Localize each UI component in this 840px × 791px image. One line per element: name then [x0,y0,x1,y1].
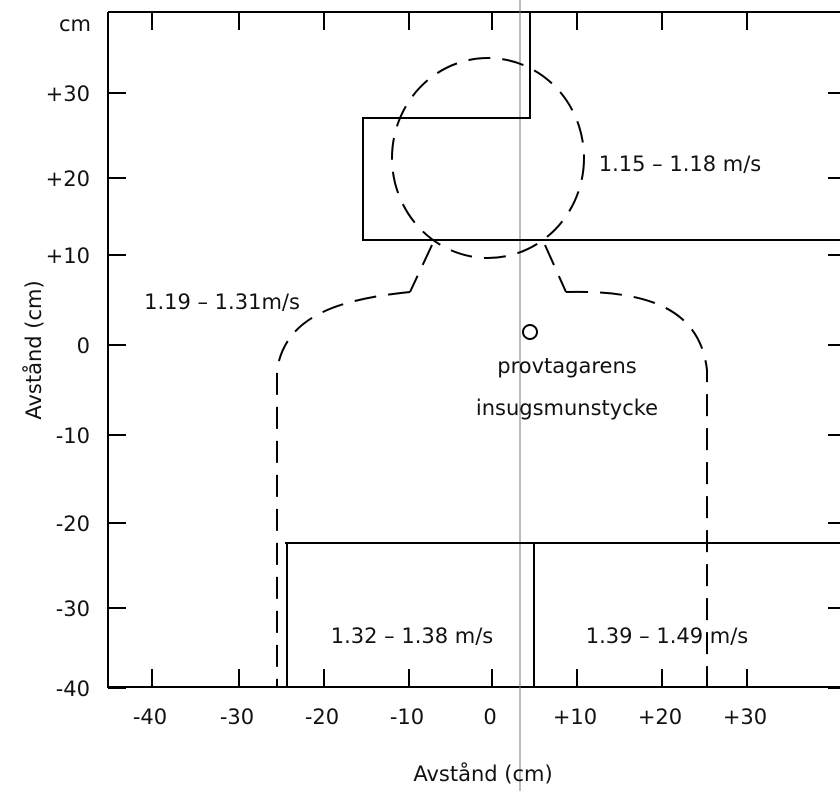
x-tick-label: +20 [638,705,682,729]
head-outline [391,57,585,259]
zone-label: 1.32 – 1.38 m/s [331,624,494,648]
y-tick-label: -30 [56,597,90,621]
y-tick-label: +30 [46,82,90,106]
neck-outline [409,244,567,293]
zone-label: 1.15 – 1.18 m/s [599,152,762,176]
zone-boundary [285,542,840,687]
zone-boundary [362,12,840,241]
y-axis-title: Avstånd (cm) [21,280,46,419]
unit-label: cm [59,12,91,36]
x-tick-label: -30 [220,705,254,729]
zone-label: 1.19 – 1.31m/s [144,290,300,314]
x-tick-label: -40 [133,705,167,729]
x-tick-label: +30 [723,705,767,729]
annotation: insugsmunstycke [476,396,658,420]
y-tick-label: -10 [56,424,90,448]
y-tick-label: -40 [56,677,90,701]
y-tick-label: +10 [46,244,90,268]
y-tick-label: +20 [46,167,90,191]
shoulder-outline [276,291,411,687]
inlet-marker [522,324,538,340]
x-axis-title: Avstånd (cm) [413,761,552,786]
annotation: provtagarens [497,354,636,378]
shoulder-outline [565,290,708,687]
x-tick-label: 0 [483,705,496,729]
y-tick-label: 0 [77,334,90,358]
zone-label: 1.39 – 1.49 m/s [586,624,749,648]
y-tick-label: -20 [56,512,90,536]
x-tick-label: -10 [390,705,424,729]
axis-frame [107,11,840,688]
x-tick-label: -20 [305,705,339,729]
x-tick-label: +10 [553,705,597,729]
